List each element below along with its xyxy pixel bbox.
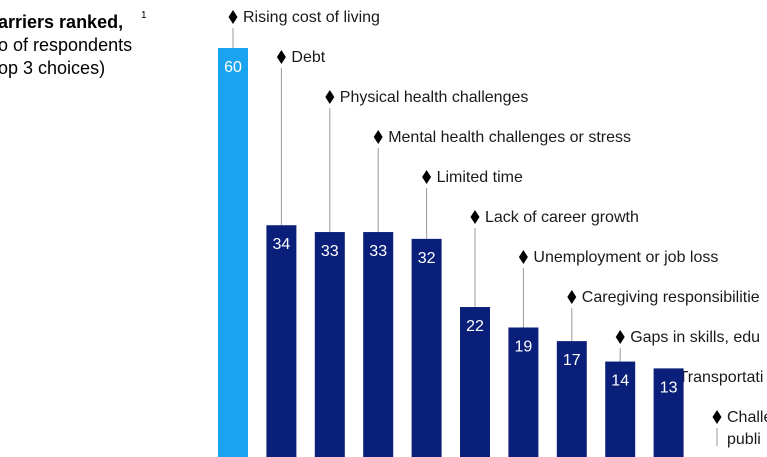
chart-title-superscript: 1 (141, 10, 147, 21)
value-label: 14 (611, 373, 629, 390)
chart-title-block: arriers ranked, 1 o of respondents op 3 … (0, 10, 147, 78)
diamond-marker (615, 330, 625, 344)
bar (314, 232, 345, 457)
chart-marks: Rising cost of living 60 Debt 34 Physical he… (218, 9, 767, 457)
diamond-marker (373, 130, 383, 144)
category-label: Mental health challenges or stress (388, 129, 631, 146)
value-label: 33 (321, 243, 339, 260)
diamond-marker (276, 50, 286, 64)
bar (266, 225, 297, 457)
diamond-marker (712, 410, 722, 424)
category-label-line-2: publi (727, 431, 761, 448)
chart-subtitle-line-1: o of respondents (0, 35, 132, 55)
value-label: 13 (660, 379, 678, 396)
category-label: Transportati (679, 369, 764, 386)
category-label: Physical health challenges (340, 89, 529, 106)
value-label: 19 (515, 338, 533, 355)
chart-subtitle-line-2: op 3 choices) (0, 58, 105, 78)
category-label: Lack of career growth (485, 209, 639, 226)
bar (460, 307, 490, 457)
value-label: 32 (418, 250, 436, 267)
bar (363, 232, 394, 457)
bar (556, 341, 587, 457)
diamond-marker (422, 170, 432, 184)
category-label: Challe (727, 409, 767, 426)
diamond-marker (518, 250, 528, 264)
value-label: 17 (563, 352, 581, 369)
bar (605, 361, 636, 457)
category-label: Caregiving responsibilitie (582, 289, 760, 306)
value-label: 33 (369, 243, 387, 260)
diamond-marker (470, 210, 480, 224)
bar (508, 327, 539, 457)
category-label: Limited time (437, 169, 523, 186)
value-label: 60 (224, 59, 242, 76)
value-label: 22 (466, 318, 484, 335)
value-label: 34 (273, 236, 291, 253)
chart-title: arriers ranked, (0, 12, 123, 32)
category-label: Gaps in skills, edu (630, 329, 760, 346)
diamond-marker (228, 10, 238, 24)
bar (653, 368, 684, 457)
category-label: Unemployment or job loss (533, 249, 718, 266)
diamond-marker (325, 90, 335, 104)
bar (218, 48, 248, 457)
category-label: Debt (291, 49, 325, 66)
category-label: Rising cost of living (243, 9, 380, 26)
diamond-marker (567, 290, 577, 304)
bar (411, 238, 442, 457)
